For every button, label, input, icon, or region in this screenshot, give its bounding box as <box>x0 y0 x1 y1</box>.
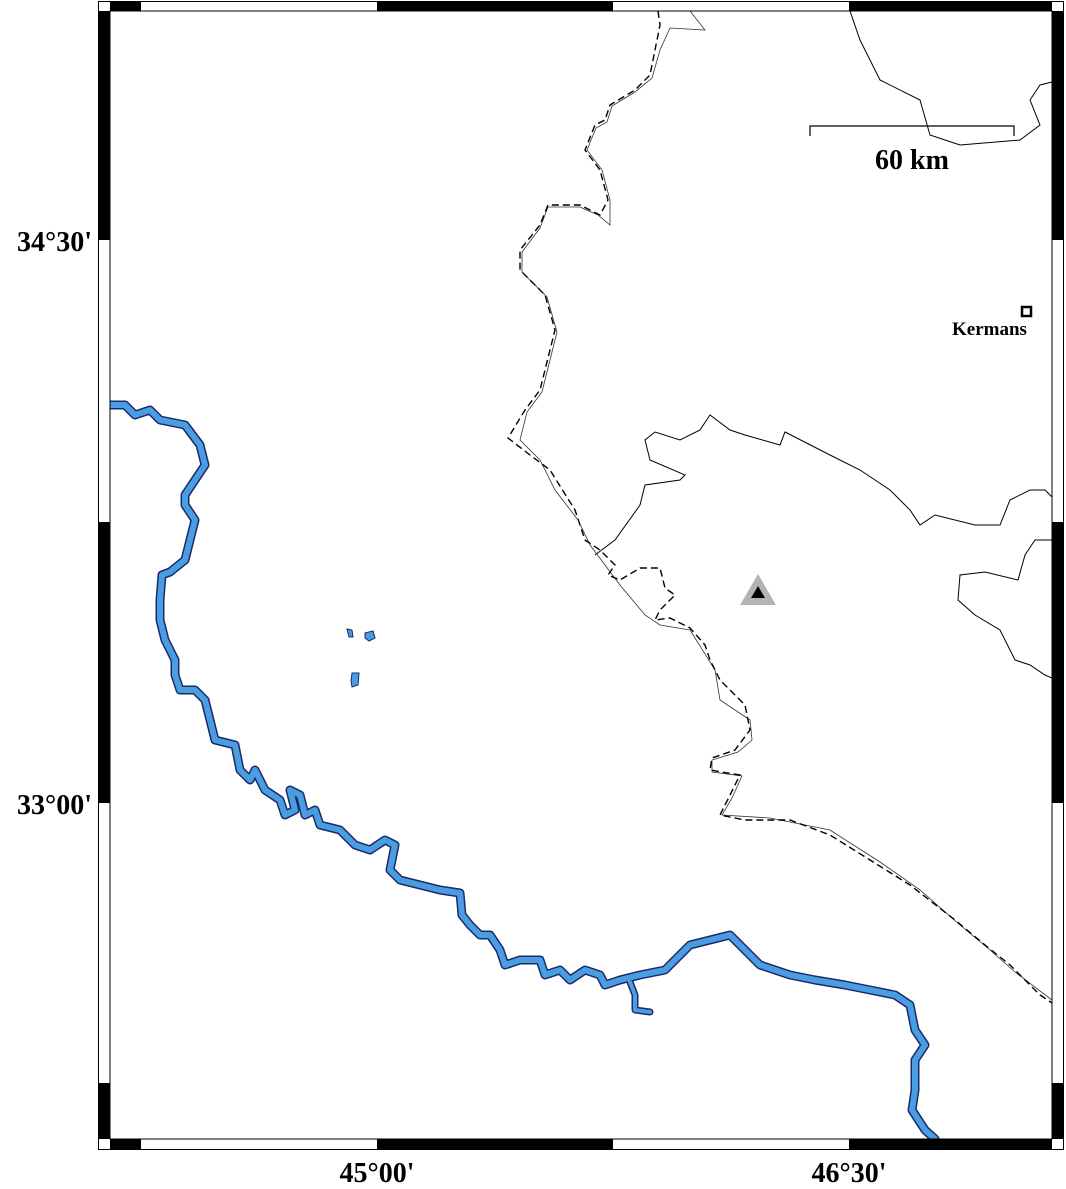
scale-bar-label: 60 km <box>875 145 949 176</box>
map-content: 60 km Kermans <box>110 11 1052 1139</box>
city-marker-square-icon <box>1020 305 1033 318</box>
lon-label: 46°30' <box>812 1158 887 1189</box>
lat-label: 33°00' <box>17 790 92 821</box>
province-border <box>849 11 1052 146</box>
lon-label: 45°00' <box>340 1158 415 1189</box>
lat-label: 34°30' <box>17 227 92 258</box>
province-border <box>594 414 1052 556</box>
scale-bar: 60 km <box>809 125 1015 176</box>
river <box>110 400 940 1139</box>
international-border-dashed <box>507 11 1052 1004</box>
lakes <box>346 628 376 688</box>
triangle-marker-icon <box>740 574 776 605</box>
map-frame <box>98 1 1064 1150</box>
country-border-solid <box>519 11 1052 1001</box>
province-border <box>957 539 1052 679</box>
city-label: Kermans <box>952 319 1027 340</box>
